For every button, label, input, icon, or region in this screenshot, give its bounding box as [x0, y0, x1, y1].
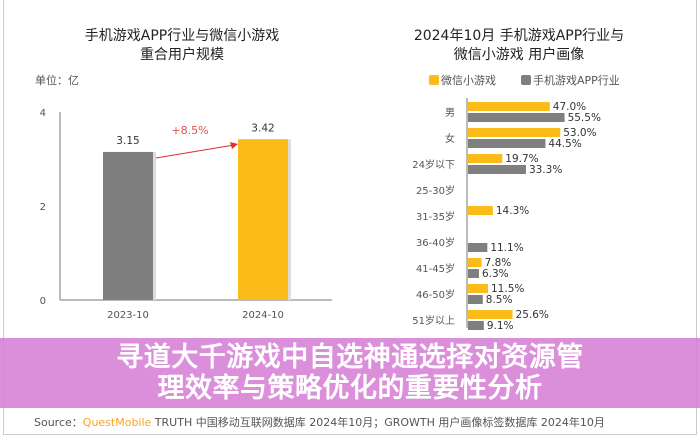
growth-arrowhead-icon	[230, 142, 238, 149]
bar-app	[468, 113, 565, 122]
bar-app	[468, 243, 488, 252]
category-label: 51岁以上	[412, 314, 455, 327]
bar-wechat	[468, 154, 503, 163]
bar-app	[468, 165, 526, 174]
bar-value-label: 11.5%	[491, 283, 524, 295]
bar-value-label: 53.0%	[563, 127, 596, 139]
bar-value-label: 8.5%	[486, 294, 513, 306]
bar-2024-10	[238, 139, 288, 300]
bar-wechat	[468, 310, 513, 319]
bar-value-label: 9.1%	[487, 320, 514, 332]
bar-value-label: 6.3%	[482, 268, 509, 280]
bar-value-label: 44.5%	[548, 138, 581, 150]
left-unit-label: 单位：亿	[35, 73, 79, 87]
legend-label-wechat: 微信小游戏	[441, 73, 496, 87]
y-tick-label: 4	[40, 108, 46, 119]
bar-app	[468, 295, 483, 304]
source-brand: QuestMobile	[82, 416, 152, 429]
legend-swatch-app	[521, 75, 531, 85]
bar-value-label: 11.1%	[490, 242, 523, 254]
title-banner: 寻道大千游戏中自选神通选择对资源管 理效率与策略优化的重要性分析	[0, 338, 700, 408]
bar-wechat	[468, 128, 561, 137]
source-prefix: Source：	[34, 416, 83, 429]
category-label: 女	[445, 132, 455, 145]
left-title-line2: 重合用户规模	[140, 46, 224, 63]
chart-frame	[3, 0, 697, 435]
legend-label-app: 手机游戏APP行业	[533, 73, 620, 87]
category-label: 男	[445, 107, 455, 119]
bar-app	[468, 269, 479, 278]
bar-value-label: 19.7%	[505, 153, 538, 165]
y-tick-label: 0	[40, 296, 46, 307]
bar-value-label: 33.3%	[529, 164, 562, 176]
bar-value-label: 55.5%	[568, 112, 601, 124]
category-label: 41-45岁	[416, 262, 455, 275]
growth-arrow	[155, 144, 235, 159]
bar-wechat	[468, 102, 550, 111]
banner-line2: 理效率与策略优化的重要性分析	[157, 373, 543, 404]
right-title-line1: 2024年10月 手机游戏APP行业与	[414, 28, 624, 44]
bar-value-label: 7.8%	[485, 257, 512, 269]
category-label: 25-30岁	[416, 184, 455, 197]
category-label: 36-40岁	[416, 236, 455, 249]
bar-2023-10	[103, 151, 153, 300]
bar-wechat	[468, 206, 493, 215]
bar-value-label: 3.15	[116, 135, 139, 147]
source-text: TRUTH 中国移动互联网数据库 2024年10月；GROWTH 用户画像标签数…	[151, 416, 605, 429]
category-label: 24岁以下	[412, 158, 455, 171]
left-title-line1: 手机游戏APP行业与微信小游戏	[85, 28, 279, 44]
category-label: 46-50岁	[416, 288, 455, 301]
bar-value-label: 3.42	[251, 122, 274, 134]
category-label: 31-35岁	[416, 210, 455, 223]
bar-wechat	[468, 284, 489, 293]
right-title-line2: 微信小游戏 用户画像	[454, 46, 584, 63]
bar-wechat	[468, 258, 482, 267]
bar-value-label: 14.3%	[496, 205, 529, 217]
x-tick-label: 2024-10	[242, 310, 284, 321]
banner-line1: 寻道大千游戏中自选神通选择对资源管	[116, 342, 584, 373]
source-note: Source：QuestMobile TRUTH 中国移动互联网数据库 2024…	[34, 416, 605, 430]
bar-app	[468, 321, 484, 330]
legend-swatch-wechat	[429, 75, 439, 85]
x-tick-label: 2023-10	[107, 310, 149, 321]
bar-app	[468, 139, 546, 148]
growth-annotation: +8.5%	[171, 124, 208, 137]
bar-value-label: 25.6%	[516, 309, 549, 321]
y-tick-label: 2	[40, 202, 46, 213]
bar-value-label: 47.0%	[553, 101, 586, 113]
